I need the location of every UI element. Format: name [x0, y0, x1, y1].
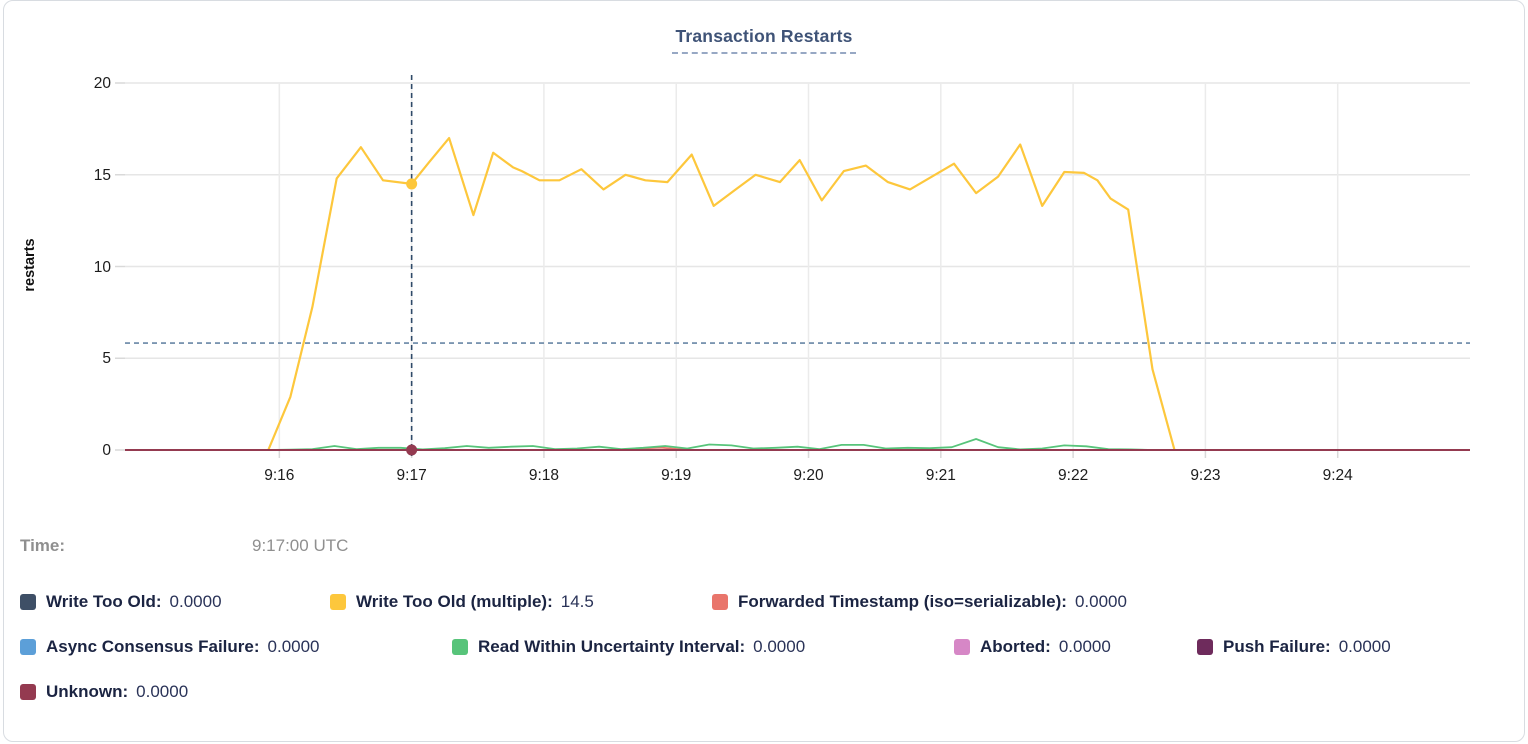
legend-value: 0.0000	[169, 591, 222, 611]
legend-item-forwarded-timestamp-iso-serializable-: Forwarded Timestamp (iso=serializable): 0…	[712, 591, 1127, 612]
legend-label: Aborted:	[980, 636, 1051, 656]
x-tick-label: 9:16	[264, 467, 295, 484]
tooltip-time-value: 9:17:00 UTC	[252, 536, 349, 555]
legend-value: 0.0000	[136, 681, 189, 701]
legend-label: Write Too Old (multiple):	[356, 591, 553, 611]
legend-swatch	[20, 593, 36, 610]
metric-chart-card	[3, 0, 1525, 742]
x-tick-label: 9:24	[1322, 467, 1353, 484]
x-tick-label: 9:17	[396, 467, 427, 484]
legend-value: 0.0000	[753, 636, 806, 656]
y-tick-label: 5	[102, 350, 111, 368]
legend-swatch	[954, 638, 970, 655]
chart-title-wrap: Transaction Restarts	[0, 26, 1528, 54]
legend-item-aborted: Aborted: 0.0000	[954, 636, 1111, 657]
legend-swatch	[1197, 638, 1213, 655]
legend-label: Async Consensus Failure:	[46, 636, 260, 656]
legend-value: 0.0000	[1058, 636, 1111, 656]
chart-title[interactable]: Transaction Restarts	[672, 26, 856, 54]
x-tick-label: 9:21	[925, 467, 956, 484]
chart-plot-area[interactable]	[0, 0, 1528, 530]
legend-item-write-too-old: Write Too Old: 0.0000	[20, 591, 222, 612]
y-tick-label: 10	[93, 258, 111, 276]
legend-label: Write Too Old:	[46, 591, 162, 611]
x-tick-label: 9:18	[528, 467, 559, 484]
legend-item-async-consensus-failure: Async Consensus Failure: 0.0000	[20, 636, 320, 657]
legend-value: 14.5	[560, 591, 594, 611]
legend-swatch	[452, 638, 468, 655]
legend-label: Unknown:	[46, 681, 129, 701]
x-tick-label: 9:20	[793, 467, 824, 484]
legend-item-unknown: Unknown: 0.0000	[20, 681, 188, 702]
legend-item-push-failure: Push Failure: 0.0000	[1197, 636, 1391, 657]
legend-swatch	[20, 683, 36, 700]
legend-label: Forwarded Timestamp (iso=serializable):	[738, 591, 1067, 611]
legend-item-write-too-old-multiple-: Write Too Old (multiple): 14.5	[330, 591, 594, 612]
y-tick-label: 15	[93, 166, 111, 184]
x-tick-label: 9:22	[1058, 467, 1089, 484]
legend-value: 0.0000	[1074, 591, 1127, 611]
legend-item-read-within-uncertainty-interval: Read Within Uncertainty Interval: 0.0000	[452, 636, 805, 657]
tooltip-time-row: Time: 9:17:00 UTC	[0, 536, 1528, 560]
series-line-write-too-old-multiple-	[267, 137, 1176, 451]
legend-label: Read Within Uncertainty Interval:	[478, 636, 746, 656]
legend-label: Push Failure:	[1223, 636, 1331, 656]
y-tick-label: 20	[93, 75, 111, 92]
legend-swatch	[20, 638, 36, 655]
legend-swatch	[330, 593, 346, 610]
tooltip-time-label: Time:	[20, 536, 66, 555]
legend-value: 0.0000	[267, 636, 320, 656]
cursor-dot-unknown	[406, 444, 418, 456]
legend-swatch	[712, 593, 728, 610]
legend-value: 0.0000	[1338, 636, 1391, 656]
cursor-dot-write-too-old-multiple-	[406, 178, 418, 190]
x-tick-label: 9:23	[1190, 467, 1221, 484]
x-tick-label: 9:19	[661, 467, 692, 484]
y-tick-label: 0	[102, 442, 111, 459]
series-line-read-within-uncertainty-interval	[268, 438, 1470, 451]
